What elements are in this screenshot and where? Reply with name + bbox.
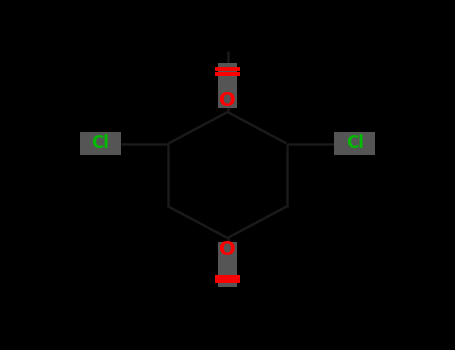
FancyBboxPatch shape xyxy=(80,132,121,155)
Text: O: O xyxy=(219,240,236,259)
FancyBboxPatch shape xyxy=(218,241,237,287)
FancyBboxPatch shape xyxy=(334,132,375,155)
Text: Cl: Cl xyxy=(91,134,109,153)
FancyBboxPatch shape xyxy=(218,63,237,108)
Text: Cl: Cl xyxy=(346,134,364,153)
Text: O: O xyxy=(219,91,236,110)
